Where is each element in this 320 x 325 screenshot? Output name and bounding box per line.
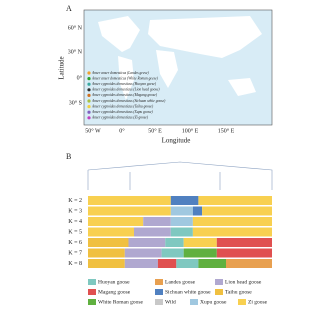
- legend-text: Anser cygnoides domesticus (Zi goose): [91, 116, 149, 120]
- k-label: K = 2: [68, 198, 82, 204]
- admixture-segment: [88, 248, 125, 258]
- y-tick-label: 30° N: [68, 48, 83, 55]
- legend-text: Zi goose: [248, 299, 268, 305]
- legend-swatch: [88, 299, 96, 305]
- legend-text: Anser anser domesticus (Landes geese): [91, 71, 149, 75]
- admixture-segment: [88, 238, 129, 247]
- legend-swatch: [215, 289, 223, 295]
- admixture-segment: [88, 206, 171, 216]
- legend-swatch: [238, 299, 246, 305]
- admixture-segment: [183, 238, 217, 247]
- x-tick-label: 50° E: [148, 127, 162, 134]
- admixture-segment: [88, 217, 144, 226]
- legend-swatch: [155, 299, 163, 305]
- legend-text: Landes goose: [165, 279, 196, 285]
- legend-text: Xupu goose: [200, 299, 227, 305]
- x-tick-label: 0°: [119, 127, 125, 134]
- legend-text: Magang goose: [98, 289, 131, 295]
- legend-text: Anser cygnoides domesticus (Lion head go…: [91, 88, 160, 92]
- legend-text: Anser cygnoides domesticus (Sichuan whit…: [91, 99, 166, 103]
- admixture-segment: [143, 217, 171, 226]
- admixture-segment: [128, 238, 166, 247]
- admixture-segment: [183, 248, 217, 258]
- k-label: K = 7: [68, 250, 82, 256]
- legend-marker: [87, 82, 91, 86]
- legend-text: Anser cygnoides domesticus (Huoyan geese…: [91, 82, 157, 86]
- legend-swatch: [88, 289, 96, 295]
- legend-marker: [87, 110, 91, 114]
- admixture-segment: [170, 196, 199, 205]
- y-tick-label: 0°: [77, 74, 83, 81]
- legend-text: Anser cygnoides domesticus (Taihu goose): [91, 104, 154, 108]
- legend-text: Lion head goose: [225, 279, 262, 285]
- admixture-segment: [202, 206, 272, 216]
- y-tick-label: 60° N: [68, 24, 83, 31]
- admixture-segment: [216, 248, 272, 258]
- legend-text: Sichuan white goose: [165, 289, 211, 295]
- legend-text: Anser anser domesticus (White Roman gees…: [91, 76, 159, 80]
- legend-swatch: [215, 279, 223, 285]
- admixture-segment: [192, 206, 203, 216]
- tree: [87, 161, 273, 190]
- legend-swatch: [190, 299, 198, 305]
- admixture-segment: [170, 227, 193, 237]
- legend-swatch: [155, 279, 163, 285]
- admixture-segment: [124, 259, 158, 268]
- k-label: K = 3: [68, 208, 82, 214]
- admixture-segment: [165, 238, 184, 247]
- legend-marker: [87, 71, 91, 75]
- legend-marker: [87, 105, 91, 109]
- admixture-segment: [226, 259, 272, 268]
- legend-marker: [87, 99, 91, 103]
- k-label: K = 5: [68, 229, 82, 235]
- x-tick-label: 100° E: [182, 127, 199, 134]
- admixture-segment: [192, 227, 272, 237]
- admixture-segment: [88, 227, 134, 237]
- k-label: K = 8: [68, 261, 82, 267]
- admixture-segment: [176, 259, 199, 268]
- legend-marker: [87, 93, 91, 97]
- admixture-segment: [192, 217, 272, 226]
- legend-marker: [87, 116, 91, 120]
- admixture-segment: [198, 196, 272, 205]
- admixture-segment: [124, 248, 162, 258]
- admixture-segment: [157, 259, 177, 268]
- admixture-segment: [88, 196, 171, 205]
- admixture-segment: [161, 248, 184, 258]
- admixture-segment: [88, 259, 125, 268]
- legend-text: Huoyan goose: [98, 279, 130, 285]
- continents: [98, 16, 262, 100]
- legend-marker: [87, 88, 91, 92]
- k-label: K = 4: [68, 219, 82, 225]
- legend-swatch: [88, 279, 96, 285]
- legend-text: Taihu goose: [225, 289, 252, 295]
- legend-text: Wild: [165, 299, 176, 305]
- panel-label: A: [66, 4, 72, 13]
- x-axis-label: Longitude: [162, 137, 191, 145]
- admixture-segment: [170, 206, 193, 216]
- y-tick-label: 30° S: [69, 99, 82, 106]
- legend-text: White Roman goose: [98, 299, 143, 305]
- y-axis-label: Latitude: [58, 56, 66, 79]
- legend-marker: [87, 77, 91, 81]
- x-tick-label: 50° W: [85, 127, 101, 134]
- admixture-segment: [198, 259, 226, 268]
- legend-text: Anser cygnoides domesticus (Xupu goose): [91, 110, 153, 114]
- x-tick-label: 150° E: [218, 127, 235, 134]
- panel-label: B: [66, 152, 71, 161]
- admixture-segment: [134, 227, 171, 237]
- admixture-segment: [216, 238, 272, 247]
- legend-swatch: [155, 289, 163, 295]
- admixture-segment: [170, 217, 193, 226]
- legend-text: Anser cygnoides domesticus (Magang goose…: [91, 93, 158, 97]
- k-label: K = 6: [68, 240, 82, 246]
